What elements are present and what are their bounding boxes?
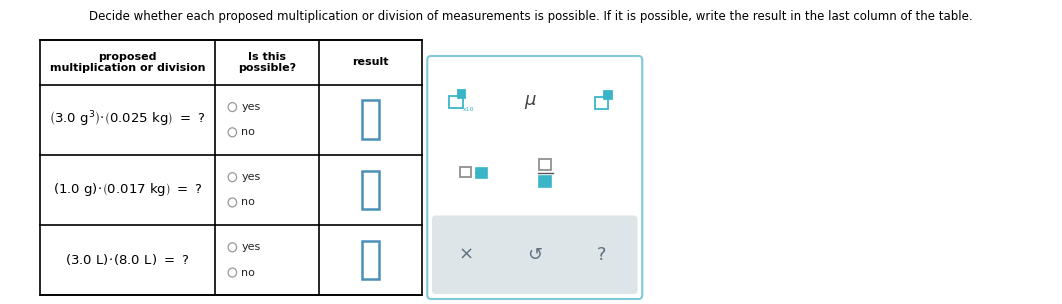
Text: Is this
possible?: Is this possible? bbox=[238, 51, 296, 73]
Text: $\left(1.0\ \mathrm{g}\right)\!\cdot\!\left(0.017\ \mathrm{kg}\right)\ =\ ?$: $\left(1.0\ \mathrm{g}\right)\!\cdot\!\l… bbox=[53, 181, 203, 198]
FancyBboxPatch shape bbox=[432, 216, 637, 294]
Circle shape bbox=[228, 128, 237, 137]
Circle shape bbox=[228, 198, 237, 207]
Bar bbox=[449, 96, 463, 108]
Bar bbox=[595, 97, 607, 109]
Text: $\left(3.0\ \mathrm{g}^{3}\right)\!\cdot\!\left(0.025\ \mathrm{kg}\right)\ =\ ?$: $\left(3.0\ \mathrm{g}^{3}\right)\!\cdot… bbox=[50, 110, 206, 130]
Bar bbox=[361, 241, 378, 279]
Bar bbox=[460, 167, 472, 177]
Circle shape bbox=[228, 243, 237, 252]
Text: yes: yes bbox=[241, 172, 260, 182]
Text: Decide whether each proposed multiplication or division of measurements is possi: Decide whether each proposed multiplicat… bbox=[89, 10, 973, 23]
Text: $\left(3.0\ \mathrm{L}\right)\!\cdot\!\left(8.0\ \mathrm{L}\right)\ =\ ?$: $\left(3.0\ \mathrm{L}\right)\!\cdot\!\l… bbox=[66, 252, 190, 268]
Bar bbox=[361, 100, 378, 139]
Circle shape bbox=[228, 173, 237, 182]
Text: no: no bbox=[241, 127, 255, 137]
Text: $\cdot$: $\cdot$ bbox=[474, 166, 478, 179]
Bar bbox=[476, 168, 487, 178]
Text: yes: yes bbox=[241, 242, 260, 252]
Text: proposed
multiplication or division: proposed multiplication or division bbox=[50, 51, 205, 73]
Text: no: no bbox=[241, 268, 255, 278]
Text: yes: yes bbox=[241, 102, 260, 112]
Text: result: result bbox=[352, 57, 389, 67]
Text: $\mu$: $\mu$ bbox=[525, 93, 537, 111]
Bar bbox=[458, 90, 465, 98]
Text: ↺: ↺ bbox=[527, 246, 543, 264]
Text: no: no bbox=[241, 197, 255, 207]
Bar bbox=[361, 171, 378, 209]
Circle shape bbox=[228, 102, 237, 112]
Bar bbox=[39, 40, 422, 295]
Bar bbox=[539, 159, 551, 170]
Text: ×: × bbox=[459, 246, 474, 264]
FancyBboxPatch shape bbox=[427, 56, 643, 299]
Text: x10: x10 bbox=[463, 107, 474, 112]
Bar bbox=[604, 91, 612, 99]
Text: ?: ? bbox=[597, 246, 606, 264]
Bar bbox=[539, 176, 551, 187]
Circle shape bbox=[228, 268, 237, 277]
